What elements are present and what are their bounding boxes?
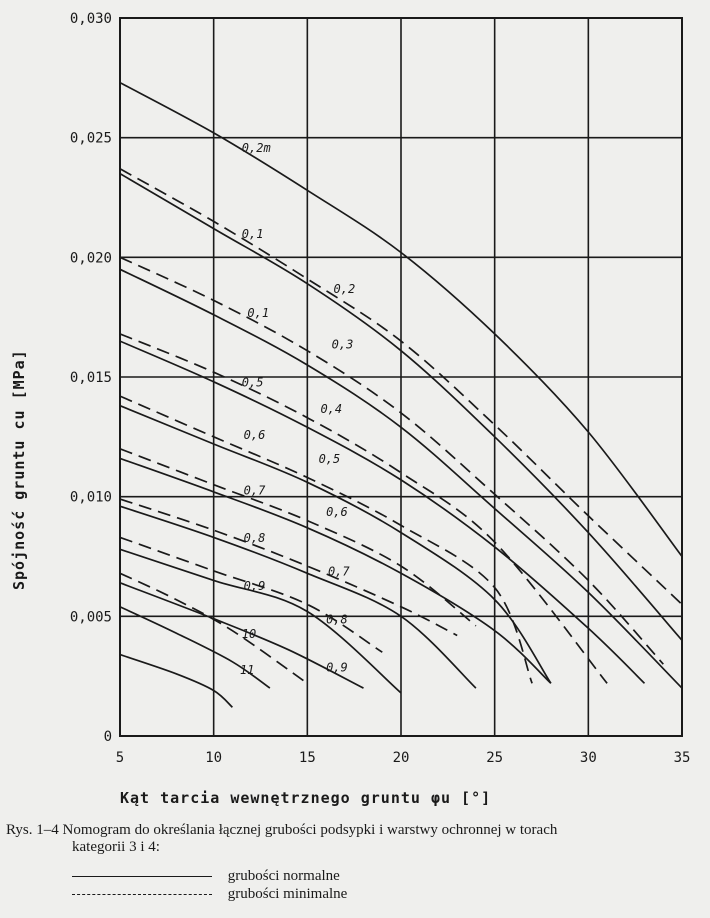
curve-minimal-10 — [119, 572, 308, 684]
legend-dashed-label: grubości minimalne — [227, 886, 348, 902]
curve-normal-11 — [119, 653, 233, 708]
curve-minimal-0-3 — [119, 256, 664, 665]
curve-label: 0,8 — [326, 613, 348, 627]
x-tick-label: 10 — [205, 750, 222, 766]
curve-minimal-0-7 — [119, 448, 477, 627]
curve-minimal-0-8 — [119, 498, 458, 637]
curve-normal-10 — [119, 606, 271, 689]
curve-label: 0,9 — [326, 660, 348, 674]
curve-label: 0,6 — [244, 428, 266, 442]
caption-line1: Nomogram do określania łącznej grubości … — [62, 822, 558, 838]
legend-dashed: grubości minimalne — [72, 886, 347, 903]
curve-normal-0-9 — [119, 582, 364, 689]
curve-label: 0,8 — [244, 531, 266, 545]
figure-caption: Rys. 1–4 Nomogram do określania łącznej … — [6, 822, 706, 856]
caption-prefix: Rys. 1–4 — [6, 822, 59, 838]
curve-normal-0-4 — [119, 340, 646, 684]
legend-solid: grubości normalne — [72, 868, 340, 885]
legend-solid-label: grubości normalne — [227, 868, 340, 884]
curve-label: 0,2 — [334, 282, 356, 296]
curve-minimal-0-9 — [119, 536, 383, 653]
y-tick-label: 0,020 — [70, 250, 112, 266]
x-tick-label: 35 — [674, 750, 691, 766]
y-tick-label: 0,005 — [70, 609, 112, 625]
caption-line2: kategorii 3 i 4: — [72, 839, 160, 855]
curve-label: 11 — [240, 663, 254, 677]
curve-label: 0,7 — [328, 565, 350, 579]
curve-minimal-0-6 — [119, 395, 533, 684]
x-axis-title: Kąt tarcia wewnętrznego gruntu φu [°] — [120, 789, 491, 807]
curve-label: 0,3 — [332, 337, 354, 351]
x-tick-label: 15 — [299, 750, 316, 766]
curve-label: 0,5 — [242, 376, 264, 390]
curve-normal-0-5 — [119, 404, 552, 684]
legend-dashed-line — [72, 894, 212, 896]
x-tick-label: 5 — [116, 750, 124, 766]
curve-minimal-0-1 — [119, 168, 683, 606]
curve-label: 0,1 — [242, 227, 264, 241]
curve-normal-0-3 — [119, 268, 683, 689]
y-tick-label: 0,030 — [70, 11, 112, 27]
curve-normal-0-6 — [119, 457, 552, 684]
y-axis-title: Spójność gruntu cu [MPa] — [10, 349, 28, 590]
x-tick-label: 30 — [580, 750, 597, 766]
curve-label: 10 — [242, 627, 256, 641]
y-tick-label: 0,010 — [70, 490, 112, 506]
curve-minimal-0-5 — [119, 333, 608, 684]
curve-normal-0-2m — [119, 81, 683, 558]
y-tick-label: 0 — [104, 729, 112, 745]
curve-label: 0,9 — [244, 579, 266, 593]
x-tick-label: 25 — [486, 750, 503, 766]
curve-label: 0,4 — [320, 402, 342, 416]
x-tick-label: 20 — [393, 750, 410, 766]
nomogram-chart: 0,2m 0,1 0,2 0,1 0,3 0,5 0,4 0,6 0,5 0,7 0,6 0,8 0,7… — [10, 11, 691, 807]
curve-label: 0,7 — [244, 483, 266, 497]
legend-solid-line — [72, 876, 212, 878]
curve-normal-0-2 — [119, 172, 683, 641]
curve-label: 0,5 — [319, 452, 341, 466]
curve-label: 0,2m — [242, 141, 271, 155]
curve-normal-0-8 — [119, 548, 402, 694]
curve-label: 0,6 — [326, 505, 348, 519]
y-tick-label: 0,025 — [70, 131, 112, 147]
y-tick-label: 0,015 — [70, 370, 112, 386]
curve-label: 0,1 — [247, 306, 269, 320]
curve-normal-0-7 — [119, 505, 477, 689]
